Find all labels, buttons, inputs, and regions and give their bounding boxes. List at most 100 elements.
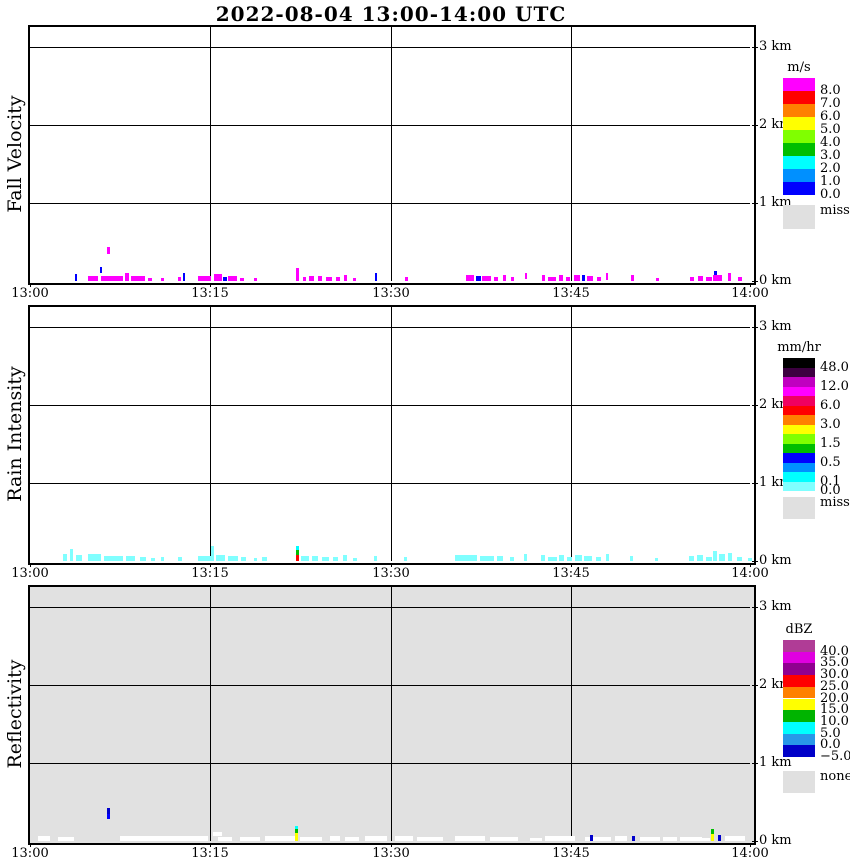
- data-mark: [300, 837, 322, 841]
- data-mark: [404, 557, 407, 561]
- data-mark: [365, 836, 387, 841]
- data-mark: [88, 554, 101, 561]
- y-tick-label: 3 km: [759, 39, 792, 54]
- legend-missing-label: none: [820, 769, 850, 784]
- y-axis-tick: [752, 203, 758, 204]
- y-tick-label: 1 km: [759, 755, 792, 770]
- data-mark: [100, 267, 102, 273]
- data-mark: [711, 834, 714, 841]
- data-mark: [503, 275, 506, 281]
- x-tick-label: 13:30: [372, 286, 410, 301]
- data-mark: [330, 836, 340, 841]
- data-mark: [296, 268, 299, 281]
- data-mark: [631, 275, 634, 281]
- data-mark: [336, 277, 340, 281]
- data-mark: [301, 556, 309, 561]
- panel-title: Fall Velocity: [4, 95, 26, 213]
- data-mark: [630, 556, 633, 561]
- gridline-horizontal: [30, 483, 750, 484]
- data-mark: [120, 836, 208, 841]
- x-axis-tick: [571, 843, 572, 847]
- data-mark: [211, 546, 214, 561]
- data-mark: [303, 277, 306, 281]
- data-mark: [698, 276, 703, 281]
- y-axis-tick: [752, 405, 758, 406]
- x-axis-tick: [571, 563, 572, 567]
- legend-missing-label: miss: [820, 495, 850, 510]
- x-axis-tick: [750, 563, 751, 567]
- legend-tick-label: 3.0: [820, 416, 841, 432]
- data-mark: [590, 835, 593, 841]
- x-axis-tick: [391, 283, 392, 287]
- data-mark: [70, 549, 73, 561]
- data-mark: [218, 837, 232, 841]
- x-tick-label: 13:15: [191, 286, 229, 301]
- data-mark: [375, 273, 377, 281]
- data-mark: [728, 273, 731, 281]
- x-tick-label: 14:00: [731, 846, 769, 861]
- data-mark: [107, 808, 110, 814]
- data-mark: [75, 274, 77, 281]
- x-tick-label: 13:15: [191, 566, 229, 581]
- data-mark: [151, 558, 155, 561]
- legend-segment: [783, 686, 815, 699]
- data-mark: [344, 275, 347, 281]
- legend-segment: [783, 143, 815, 156]
- data-mark: [655, 558, 658, 561]
- data-mark: [395, 836, 413, 841]
- data-mark: [567, 557, 572, 561]
- data-mark: [161, 557, 164, 561]
- y-axis-tick: [752, 281, 758, 282]
- data-mark: [148, 278, 152, 281]
- legend-segment: [783, 405, 815, 415]
- legend-segment: [783, 367, 815, 377]
- data-mark: [524, 554, 527, 561]
- gridline-horizontal: [30, 125, 750, 126]
- data-mark: [582, 275, 585, 281]
- data-mark: [525, 273, 527, 279]
- legend-tick-label: 48.0: [820, 359, 849, 375]
- data-mark: [490, 837, 518, 841]
- legend-title: dBZ: [785, 622, 813, 637]
- data-mark: [63, 554, 67, 561]
- legend-segment: [783, 182, 815, 195]
- gridline-vertical: [391, 587, 392, 841]
- data-mark: [690, 277, 694, 281]
- legend-title: mm/hr: [777, 340, 821, 355]
- data-mark: [214, 274, 222, 281]
- data-mark: [728, 553, 732, 561]
- legend-tick-label: 40.0: [820, 643, 849, 659]
- legend-segment: [783, 472, 815, 482]
- legend-tick-label: 2.0: [820, 161, 841, 176]
- x-axis-tick: [391, 563, 392, 567]
- x-tick-label: 13:15: [191, 846, 229, 861]
- data-mark: [309, 276, 314, 281]
- data-mark: [240, 278, 244, 281]
- data-mark: [295, 833, 298, 841]
- data-mark: [295, 829, 298, 833]
- data-mark: [326, 277, 332, 281]
- y-axis-tick: [752, 483, 758, 484]
- data-mark: [296, 546, 299, 550]
- y-axis-tick: [752, 327, 758, 328]
- data-mark: [542, 275, 545, 281]
- y-axis-tick: [752, 841, 758, 842]
- x-axis-tick: [210, 843, 211, 847]
- legend-segment: [783, 698, 815, 711]
- legend-segment: [783, 386, 815, 396]
- legend-segment: [783, 156, 815, 169]
- gridline-vertical: [391, 307, 392, 561]
- legend-segment: [783, 721, 815, 734]
- data-mark: [584, 556, 592, 561]
- legend-segment: [783, 424, 815, 434]
- data-mark: [606, 554, 609, 561]
- legend-segment: [783, 78, 815, 91]
- gridline-vertical: [571, 587, 572, 841]
- y-axis-tick: [752, 561, 758, 562]
- legend-segment: [783, 453, 815, 463]
- legend-segment: [783, 663, 815, 676]
- legend-segment: [783, 169, 815, 182]
- x-tick-label: 14:00: [731, 286, 769, 301]
- gridline-horizontal: [30, 405, 750, 406]
- x-tick-label: 13:45: [552, 286, 590, 301]
